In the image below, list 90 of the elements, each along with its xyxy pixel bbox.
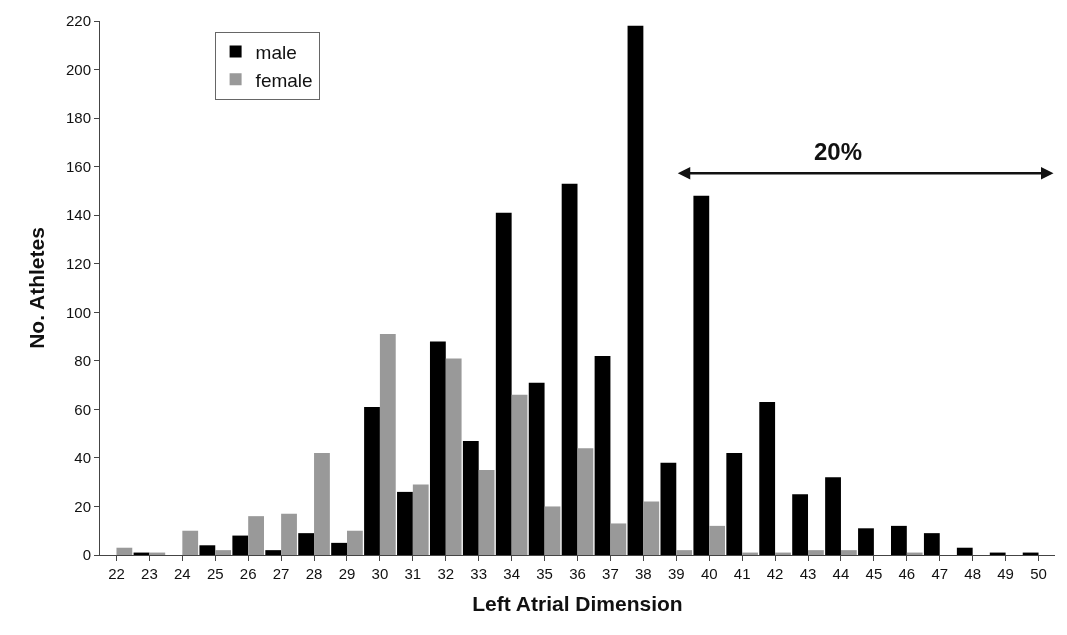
bar [808, 550, 824, 555]
bar [364, 406, 380, 555]
x-tick-label: 41 [733, 565, 751, 582]
bar [643, 501, 660, 555]
y-tick-label: 160 [65, 157, 91, 175]
bar [693, 195, 710, 555]
bar [792, 494, 809, 555]
x-tick-label: 39 [667, 565, 685, 582]
bar [462, 440, 479, 555]
x-tick-label: 32 [437, 565, 455, 582]
annotation: 20% [814, 138, 863, 165]
bar [528, 382, 545, 555]
bar [346, 530, 363, 555]
x-tick-label: 47 [931, 565, 949, 582]
bar [594, 355, 611, 555]
x-tick-label: 38 [635, 565, 652, 582]
x-tick-label: 49 [997, 565, 1014, 582]
x-tick-label: 36 [569, 565, 586, 582]
x-tick-label: 34 [503, 565, 520, 582]
bar [379, 334, 396, 555]
bar [182, 530, 199, 555]
bar [397, 491, 413, 555]
bar [561, 183, 578, 555]
x-tick-label: 30 [371, 565, 389, 582]
x-tick-label: 31 [404, 565, 422, 582]
y-tick-label: 40 [74, 449, 91, 467]
bar [199, 545, 216, 555]
bar [116, 547, 133, 555]
x-tick-label: 28 [305, 565, 323, 582]
bar [923, 533, 940, 555]
bar [232, 535, 249, 555]
bar [429, 341, 446, 555]
x-tick-label: 40 [700, 565, 718, 582]
bar [610, 523, 627, 555]
x-tick-label: 23 [141, 565, 158, 582]
bar [265, 550, 282, 555]
x-tick-label: 27 [272, 565, 290, 582]
bar [759, 402, 776, 555]
bar [331, 542, 347, 555]
bar [660, 462, 677, 555]
legend-label: female [255, 69, 313, 91]
x-tick-label: 25 [206, 565, 224, 582]
y-tick-label: 200 [65, 60, 91, 78]
bar [858, 528, 874, 555]
bar [281, 513, 297, 555]
bar [248, 516, 264, 555]
y-tick-label: 0 [82, 546, 91, 564]
y-tick-label: 220 [65, 12, 91, 30]
x-tick-label: 35 [536, 565, 553, 582]
bar [215, 550, 232, 555]
bar [891, 525, 907, 555]
bar [709, 525, 726, 555]
y-axis-title: No. Athletes [25, 227, 49, 349]
bar [478, 470, 495, 555]
y-tick-label: 100 [65, 303, 91, 321]
bar [676, 550, 693, 555]
bar [511, 394, 528, 555]
x-tick-label: 46 [898, 565, 916, 582]
y-tick-label: 140 [65, 206, 91, 224]
x-tick-label: 22 [108, 565, 125, 582]
y-tick-label: 80 [74, 352, 91, 370]
x-tick-label: 29 [338, 565, 356, 582]
x-tick-label: 33 [470, 565, 488, 582]
bar [445, 358, 462, 555]
y-tick-label: 120 [65, 254, 91, 272]
x-tick-label: 42 [766, 565, 784, 582]
x-tick-label: 24 [173, 565, 191, 582]
bar [577, 448, 594, 555]
x-tick-label: 43 [799, 565, 817, 582]
x-tick-label: 48 [964, 565, 982, 582]
x-tick-label: 45 [865, 565, 883, 582]
bar [627, 25, 644, 555]
x-tick-label: 37 [602, 565, 619, 582]
legend-label: male [255, 41, 297, 63]
x-axis-title: Left Atrial Dimension [472, 592, 683, 616]
y-tick-label: 20 [74, 497, 91, 515]
x-tick-label: 26 [239, 565, 257, 582]
bar [825, 477, 841, 555]
bar [314, 453, 330, 555]
x-tick-label: 50 [1030, 565, 1047, 582]
bar [495, 212, 512, 555]
y-tick-label: 60 [74, 400, 91, 418]
bar [412, 484, 429, 555]
bar [726, 453, 743, 555]
bar [298, 533, 315, 555]
bar [544, 506, 561, 555]
bar [956, 547, 973, 555]
x-tick-label: 44 [832, 565, 850, 582]
y-tick-label: 180 [65, 109, 91, 127]
bar [840, 550, 857, 555]
